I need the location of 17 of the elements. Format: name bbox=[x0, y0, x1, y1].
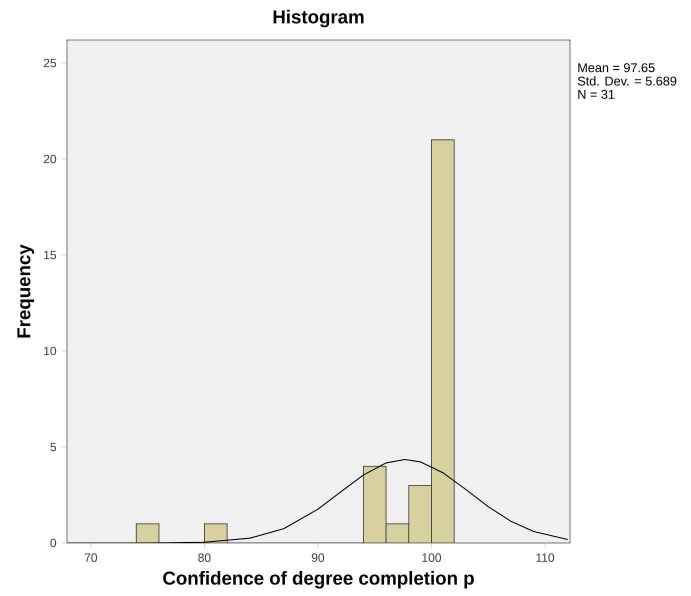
x-tick-label: 90 bbox=[312, 553, 324, 562]
text: Mean = 97.65 bbox=[578, 63, 655, 72]
y-tick-label: 15 bbox=[44, 250, 56, 260]
x-tick-label: 100 bbox=[422, 553, 442, 562]
text: Std. Dev. = 5.689 bbox=[578, 76, 676, 86]
x-tick-label: 80 bbox=[198, 553, 211, 562]
y-tick-label: 25 bbox=[44, 58, 56, 68]
x-tick-label: 70 bbox=[84, 553, 98, 562]
y-tick-label: 20 bbox=[44, 154, 56, 164]
y-tick-label: 0 bbox=[50, 538, 56, 548]
text: N = 31 bbox=[578, 90, 614, 99]
chart-title: Histogram bbox=[274, 10, 364, 28]
x-tick-label: 110 bbox=[536, 553, 554, 562]
y-tick-label: 10 bbox=[44, 346, 56, 356]
y-axis-title: Frequency bbox=[17, 244, 34, 338]
y-tick-label: 5 bbox=[50, 442, 56, 452]
x-axis-title: Confidence of degree completion p bbox=[163, 571, 474, 589]
